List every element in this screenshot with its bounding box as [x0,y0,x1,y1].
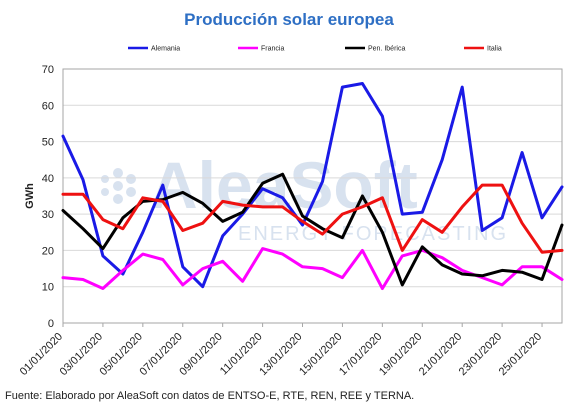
x-tick-label: 25/01/2020 [497,331,544,378]
watermark: AleaSoft ENERGY FORECASTING [101,148,508,245]
y-tick-label: 10 [42,282,54,294]
solar-production-chart: Producción solar europea Alemania Francia… [18,10,564,378]
series-line-2 [61,247,564,290]
y-tick-label: 30 [42,209,54,221]
legend-label: Pen. Ibérica [368,46,405,53]
series-line-4 [61,183,564,254]
plot-frame [62,68,563,324]
y-tick-label: 60 [42,100,54,112]
y-tick-label: 40 [42,173,54,185]
x-tick-label: 09/01/2020 [177,331,224,378]
y-tick-label: 70 [42,64,54,76]
legend-label: Francia [261,46,284,53]
chart-title: Producción solar europea [184,10,394,29]
chart-legend: Alemania Francia Pen. Ibérica Italia [128,46,502,53]
y-tick-label: 20 [42,245,54,257]
y-tick-label: 0 [48,318,54,330]
series-line-3 [61,172,564,287]
y-axis-ticks: 0 10 20 30 40 50 60 70 [42,64,54,330]
y-axis-label: GWh [24,183,36,209]
chart-series [61,82,564,290]
y-tick-label: 50 [42,137,54,149]
series-line-1 [61,82,564,289]
watermark-subtext: ENERGY FORECASTING [238,223,508,245]
legend-label: Alemania [151,46,180,53]
source-note: Fuente: Elaborado por AleaSoft con datos… [5,390,415,402]
watermark-text: AleaSoft [150,148,418,222]
legend-label: Italia [487,46,502,53]
watermark-logo-icon [101,168,136,204]
x-axis-ticks: 01/01/202003/01/202005/01/202007/01/2020… [18,323,544,378]
